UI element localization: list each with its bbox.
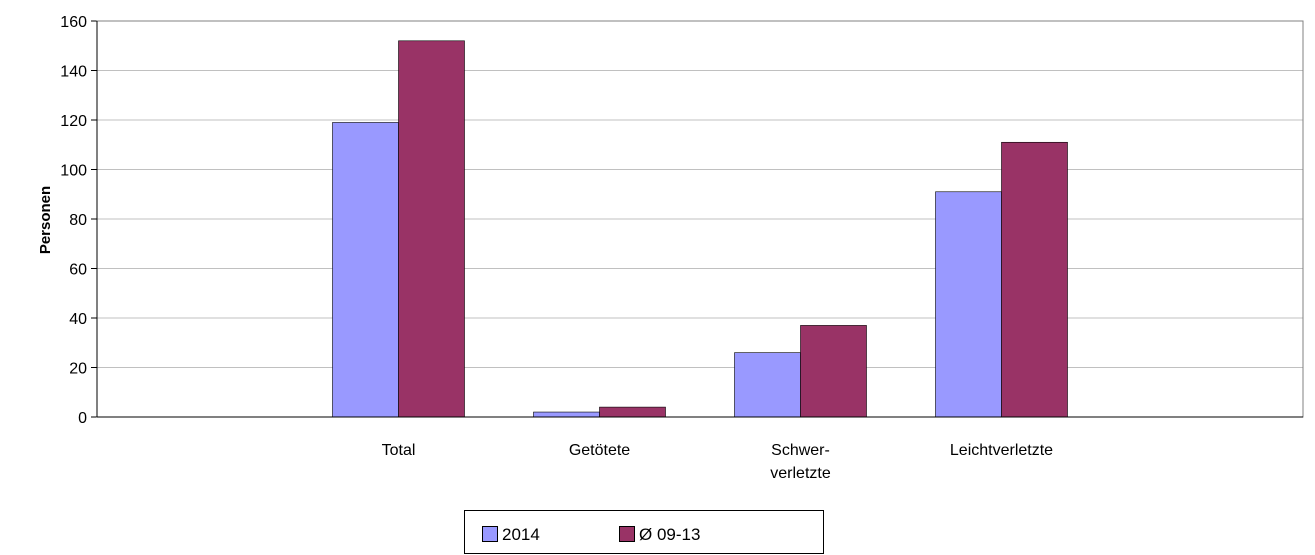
x-tick-label-line: Total xyxy=(382,442,416,459)
axes xyxy=(96,20,1304,418)
legend-label-avg: Ø 09-13 xyxy=(639,525,701,544)
bar xyxy=(533,411,600,418)
gridlines xyxy=(91,20,1303,418)
bars xyxy=(332,40,1068,418)
bar xyxy=(935,191,1002,418)
y-tick-label: 120 xyxy=(60,113,87,130)
x-tick-label-line: verletzte xyxy=(770,465,831,482)
x-tick-label: Leichtverletzte xyxy=(950,442,1053,459)
bar-chart: 0 20 40 60 80 100 120 140 160 Total Getötete Schwe… xyxy=(37,14,1304,482)
bar xyxy=(800,325,867,418)
y-tick-label: 100 xyxy=(60,163,87,180)
y-axis-label: Personen xyxy=(37,186,54,254)
bar xyxy=(734,352,801,418)
legend-item-2014: 2014 xyxy=(482,521,540,545)
y-tick-label: 20 xyxy=(69,361,87,378)
y-tick-label: 160 xyxy=(60,14,87,31)
bar xyxy=(398,40,465,418)
x-tick-labels: Total Getötete Schwer-verletzte Leichtverle… xyxy=(382,442,1054,482)
x-tick-label: Schwer-verletzte xyxy=(770,442,831,482)
y-tick-label: 40 xyxy=(69,311,87,328)
x-tick-label-line: Leichtverletzte xyxy=(950,442,1053,459)
bar xyxy=(332,122,399,418)
legend-swatch-avg xyxy=(619,526,635,542)
bar xyxy=(1001,141,1068,418)
bar xyxy=(599,406,666,418)
x-tick-label: Getötete xyxy=(569,442,630,459)
y-tick-label: 140 xyxy=(60,64,87,81)
x-tick-label-line: Schwer- xyxy=(771,442,830,459)
y-tick-label: 60 xyxy=(69,262,87,279)
x-tick-label: Total xyxy=(382,442,416,459)
x-tick-label-line: Getötete xyxy=(569,442,630,459)
legend-label-2014: 2014 xyxy=(502,525,540,544)
legend: 2014 Ø 09-13 xyxy=(464,510,824,554)
legend-swatch-2014 xyxy=(482,526,498,542)
y-tick-label: 0 xyxy=(78,410,87,427)
y-tick-labels: 0 20 40 60 80 100 120 140 160 xyxy=(60,14,87,427)
y-tick-label: 80 xyxy=(69,212,87,229)
legend-item-avg: Ø 09-13 xyxy=(619,521,700,545)
